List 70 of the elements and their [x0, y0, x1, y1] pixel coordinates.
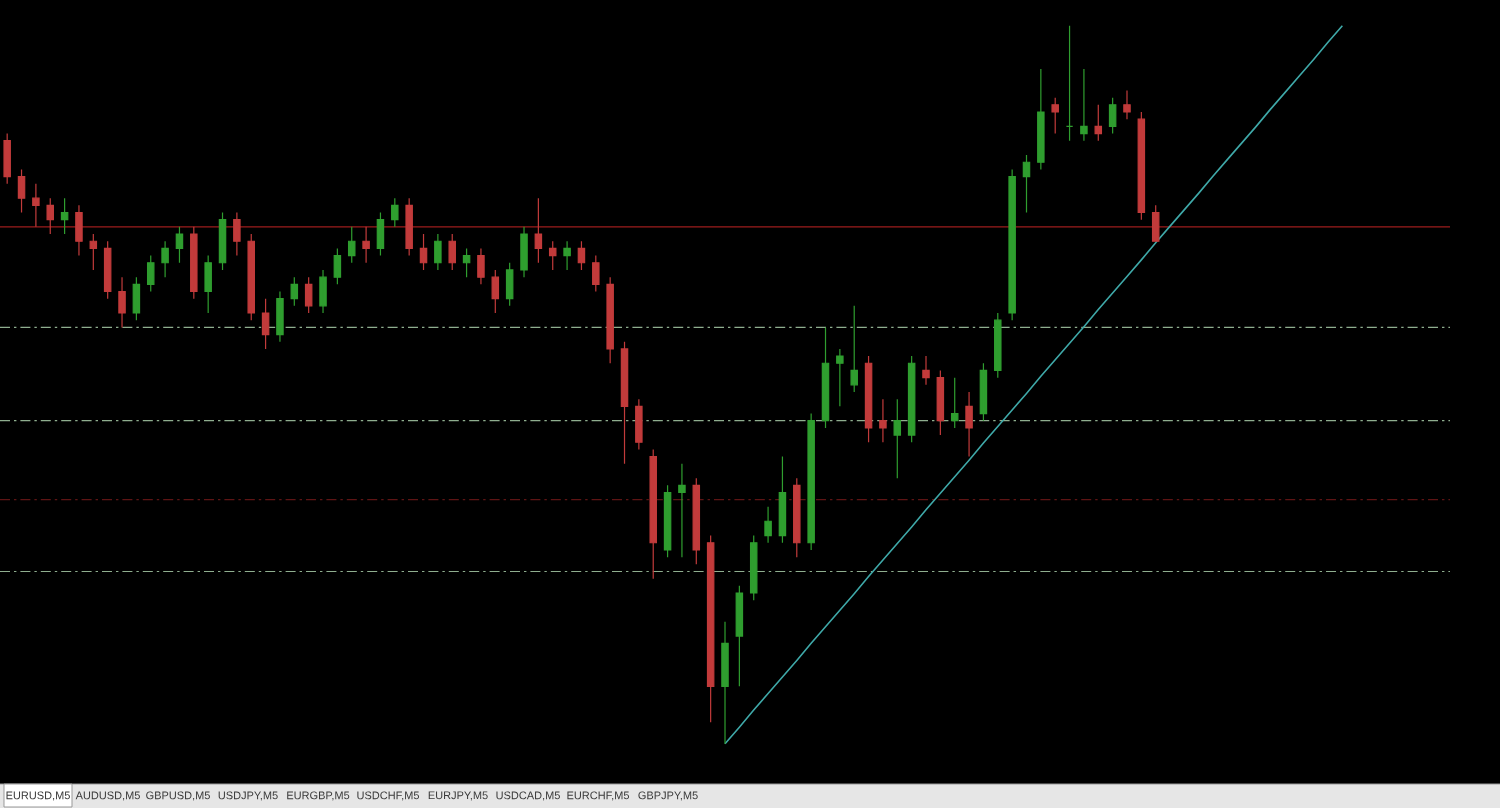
candlestick — [1123, 89, 1131, 120]
candlestick — [721, 621, 729, 745]
candlestick — [950, 377, 959, 429]
candlestick — [850, 305, 858, 393]
candlestick — [60, 197, 69, 235]
candlestick — [678, 463, 686, 558]
candlestick — [233, 211, 241, 257]
candlestick — [347, 226, 356, 264]
candlestick — [491, 269, 500, 314]
candlestick — [778, 456, 787, 544]
candlestick — [793, 477, 801, 558]
candlestick — [1094, 104, 1103, 142]
candlestick — [994, 312, 1002, 379]
candlestick — [764, 506, 772, 544]
candlestick — [1022, 154, 1031, 214]
candlestick — [592, 254, 600, 293]
candlestick — [290, 276, 299, 307]
candlestick — [635, 398, 643, 451]
candlestick — [261, 298, 270, 350]
candlestick — [836, 348, 844, 407]
candlestick — [692, 477, 701, 565]
candlestick — [376, 211, 385, 257]
candlestick — [1108, 97, 1117, 135]
candlestick — [477, 247, 485, 285]
candlestick — [405, 197, 413, 257]
candlestick — [1051, 97, 1059, 135]
candlestick — [333, 247, 342, 285]
candlestick — [161, 240, 169, 278]
candlestick — [391, 197, 399, 228]
candlestick — [17, 168, 26, 214]
candlestick — [247, 233, 255, 321]
candlestick — [3, 132, 11, 185]
candlestick — [1080, 68, 1088, 142]
candlestick — [922, 355, 930, 386]
candlestick — [118, 276, 126, 328]
candlestick — [362, 226, 370, 264]
candlestick — [419, 233, 428, 271]
candlestick — [190, 226, 198, 300]
candlestick — [89, 233, 98, 271]
candlestick — [462, 247, 471, 278]
candlestick — [1065, 25, 1074, 142]
candlestick — [879, 398, 887, 443]
candlestick — [563, 240, 571, 271]
candlestick — [46, 197, 55, 235]
candlestick — [893, 398, 902, 479]
candlestick — [132, 276, 141, 321]
candlestick — [807, 412, 815, 551]
candlestick — [505, 262, 514, 307]
candlestick — [965, 391, 973, 458]
candlestick — [534, 197, 543, 264]
candlestick — [620, 341, 629, 465]
candlestick — [146, 254, 155, 293]
candlestick — [749, 534, 758, 601]
candlestick — [606, 276, 614, 364]
candlestick — [175, 226, 184, 264]
candlestick — [204, 254, 212, 314]
candlestick — [1008, 168, 1016, 321]
candlestick — [32, 183, 40, 228]
candlestick — [1037, 68, 1045, 171]
candlestick — [735, 585, 744, 687]
candlestick — [75, 204, 83, 257]
candlestick — [276, 290, 284, 343]
candlestick — [448, 233, 456, 271]
candlestick — [548, 240, 557, 271]
candlestick — [821, 326, 830, 429]
candlestick — [649, 448, 657, 580]
candlestick — [1151, 204, 1160, 242]
candlestick — [434, 233, 442, 271]
candlestick — [520, 226, 528, 278]
candlestick — [319, 269, 327, 314]
